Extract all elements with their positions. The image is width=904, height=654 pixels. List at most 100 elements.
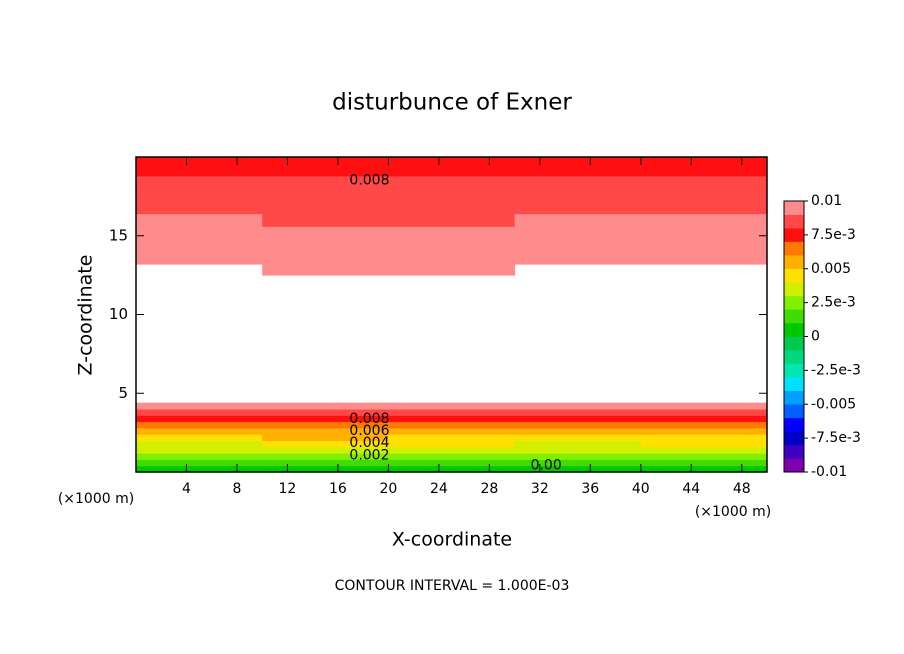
field-cell — [136, 453, 263, 460]
colorbar-tick-label: 7.5e-3 — [811, 227, 856, 243]
contour-label: 0.008 — [349, 411, 389, 427]
field-cell — [514, 163, 642, 177]
x-tick-label: 36 — [581, 481, 599, 497]
y-axis-label: Z-coordinate — [75, 255, 97, 376]
colorbar-band — [784, 404, 804, 419]
field-cell — [136, 409, 263, 416]
x-tick-label: 24 — [430, 481, 448, 497]
field-cell — [262, 453, 389, 460]
field-cell — [262, 446, 389, 454]
field-cell — [262, 459, 389, 467]
field-cell — [388, 415, 516, 423]
field-cell — [262, 201, 389, 215]
field-cell — [640, 409, 768, 416]
colorbar-band — [784, 363, 804, 378]
colorbar-band — [784, 228, 804, 242]
field-cell — [388, 264, 516, 276]
field-cell — [136, 402, 263, 410]
field-cell — [388, 421, 516, 429]
field-cell — [262, 175, 389, 189]
field-cell — [514, 402, 642, 410]
contour-label: 0.002 — [349, 447, 389, 463]
x-tick-label: 16 — [329, 481, 347, 497]
field-cell — [136, 440, 263, 448]
field-cell — [514, 409, 642, 416]
colorbar-band — [784, 322, 804, 337]
field-cell — [262, 264, 389, 276]
footer: CONTOUR INTERVAL = 1.000E-03 — [335, 578, 570, 594]
field-cell — [136, 213, 263, 227]
field-cell — [136, 188, 263, 202]
x-axis-label: X-coordinate — [392, 529, 512, 551]
field-cell — [514, 415, 642, 423]
field-cell — [640, 251, 768, 265]
field-cell — [515, 275, 642, 403]
field-cell — [262, 213, 389, 227]
field-cell — [388, 402, 516, 410]
x-tick-label: 44 — [682, 481, 700, 497]
field-cell — [514, 434, 642, 441]
field-cell — [136, 459, 263, 467]
field-cell — [262, 427, 389, 435]
x-tick-label: 8 — [232, 481, 241, 497]
field-cell — [640, 440, 768, 448]
field-cell — [640, 175, 768, 189]
colorbar-tick-label: 0.005 — [811, 261, 851, 277]
field-cell — [640, 427, 768, 435]
colorbar-band — [784, 417, 804, 432]
x-tick-label: 32 — [531, 481, 549, 497]
colorbar-band — [784, 431, 804, 446]
contour-label: 0.008 — [349, 173, 389, 189]
field-cell — [514, 440, 642, 448]
field-cell — [514, 465, 642, 473]
field-cell — [514, 251, 642, 265]
field-cell — [514, 226, 642, 240]
field-cell — [640, 421, 768, 429]
colorbar-band — [784, 350, 804, 364]
field-cell — [388, 459, 516, 467]
field-cell — [640, 213, 768, 227]
field-cell — [514, 427, 642, 435]
field-cell — [388, 157, 516, 164]
field-cell — [388, 409, 516, 416]
field-cell — [388, 251, 516, 265]
x-tick-label: 12 — [279, 481, 297, 497]
field-cell — [641, 264, 768, 276]
field-cell — [640, 459, 768, 467]
field-cell — [136, 226, 263, 240]
field-cell — [262, 251, 389, 265]
field-cell — [262, 434, 389, 441]
field-cell — [262, 409, 389, 416]
field-cell — [262, 163, 389, 177]
field-cell — [136, 264, 263, 276]
field-cell — [640, 434, 768, 441]
colorbar-band — [784, 255, 804, 270]
field-cell — [262, 275, 389, 403]
field-cell — [514, 238, 642, 252]
field-cell — [136, 275, 263, 403]
field-cell — [136, 201, 263, 215]
field-cell — [514, 213, 642, 227]
field-cell — [515, 264, 642, 276]
colorbar-band — [784, 377, 804, 391]
colorbar-tick-label: 0.01 — [811, 193, 842, 209]
field-cell — [388, 175, 516, 189]
field-cell — [388, 465, 516, 473]
y-unit: (×1000 m) — [58, 491, 134, 507]
x-tick-label: 4 — [182, 481, 191, 497]
field-cell — [136, 157, 263, 164]
x-unit: (×1000 m) — [695, 504, 771, 520]
field-cell — [514, 157, 642, 164]
colorbar-band — [784, 458, 804, 473]
y-tick-label: 15 — [109, 226, 128, 244]
colorbar-tick-label: 0 — [811, 329, 820, 345]
colorbar-band — [784, 309, 804, 324]
field-cell — [640, 465, 768, 473]
y-tick-label: 5 — [118, 384, 128, 402]
field-cell — [640, 238, 768, 252]
field — [136, 157, 768, 473]
field-cell — [388, 275, 515, 403]
field-cell — [514, 453, 642, 460]
field-cell — [262, 402, 389, 410]
field-cell — [388, 427, 516, 435]
